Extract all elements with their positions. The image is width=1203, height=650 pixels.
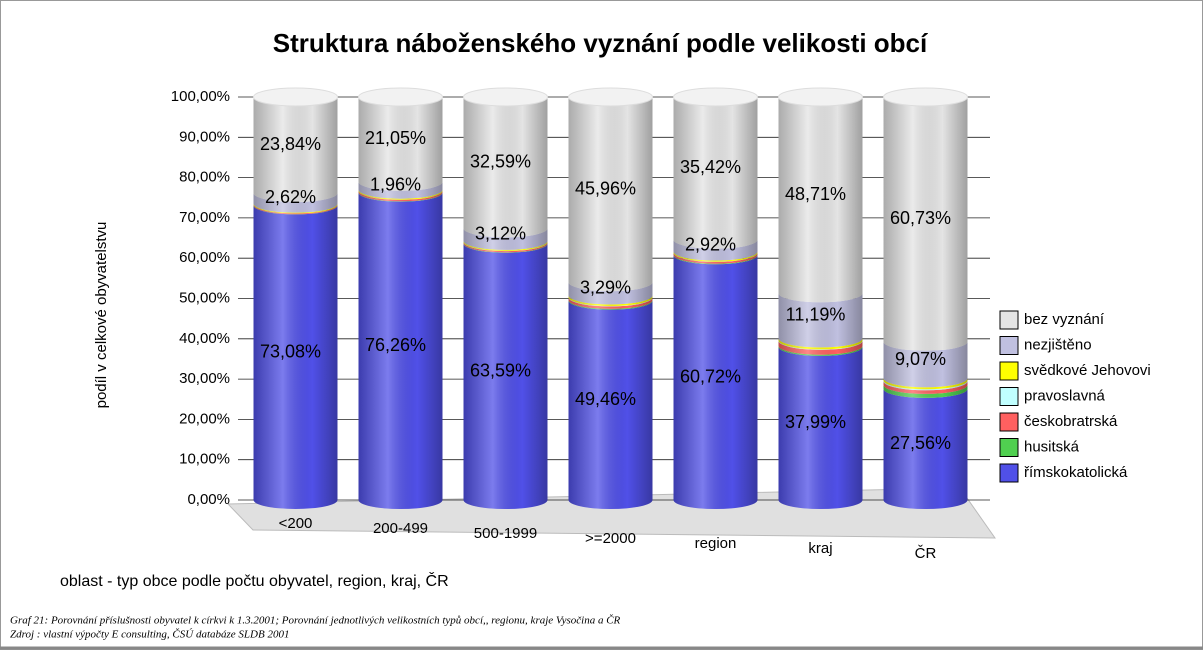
cylinder-shade bbox=[883, 97, 968, 509]
chart-title: Struktura náboženského vyznání podle vel… bbox=[273, 28, 928, 58]
data-label: 76,26% bbox=[365, 335, 426, 355]
legend-label: českobratrská bbox=[1024, 413, 1118, 430]
x-tick-label: <200 bbox=[279, 515, 313, 532]
y-tick-label: 70,00% bbox=[179, 209, 230, 226]
y-tick-label: 10,00% bbox=[179, 451, 230, 468]
legend-swatch bbox=[999, 463, 1019, 483]
data-label: 32,59% bbox=[470, 151, 531, 171]
x-tick-label: >=2000 bbox=[585, 530, 636, 547]
x-tick-label: kraj bbox=[808, 540, 832, 557]
legend-swatch bbox=[999, 310, 1019, 330]
legend-swatch bbox=[999, 438, 1019, 457]
data-label: 1,96% bbox=[370, 175, 421, 195]
y-tick-label: 80,00% bbox=[179, 169, 230, 186]
cylinder-shade bbox=[673, 97, 758, 509]
x-tick-label: region bbox=[695, 535, 737, 552]
data-label: 21,05% bbox=[365, 128, 426, 148]
source: Zdroj : vlastní výpočty E consulting, ČS… bbox=[10, 629, 289, 641]
legend-swatch bbox=[999, 361, 1019, 381]
x-axis-label: oblast - typ obce podle počtu obyvatel, … bbox=[60, 571, 449, 590]
data-label: 37,99% bbox=[785, 412, 846, 432]
data-label: 63,59% bbox=[470, 361, 531, 381]
legend-label: bez vyznání bbox=[1024, 311, 1105, 328]
cylinder-top bbox=[883, 87, 968, 107]
data-label: 3,29% bbox=[580, 278, 631, 298]
data-label: 11,19% bbox=[786, 305, 846, 325]
y-tick-label: 40,00% bbox=[179, 330, 230, 347]
cylinder-top bbox=[253, 87, 338, 107]
legend-label: pravoslavná bbox=[1024, 387, 1106, 404]
data-label: 45,96% bbox=[575, 178, 636, 198]
cylinder-top bbox=[568, 87, 653, 107]
data-label: 23,84% bbox=[260, 134, 321, 154]
y-tick-label: 0,00% bbox=[187, 491, 230, 508]
data-label: 35,42% bbox=[680, 157, 741, 177]
cylinder-shade bbox=[568, 97, 653, 509]
legend-label: husitská bbox=[1024, 438, 1080, 455]
y-tick-label: 100,00% bbox=[171, 88, 230, 105]
y-tick-label: 30,00% bbox=[179, 370, 230, 387]
cylinder-shade bbox=[253, 97, 338, 509]
data-label: 73,08% bbox=[260, 341, 321, 361]
y-tick-label: 50,00% bbox=[179, 289, 230, 306]
y-axis-label: podíl v celkové obyvatelstvu bbox=[93, 222, 110, 409]
y-tick-label: 20,00% bbox=[179, 410, 230, 427]
legend-swatch bbox=[999, 412, 1019, 432]
data-label: 48,71% bbox=[785, 184, 846, 204]
data-label: 2,62% bbox=[265, 187, 316, 207]
cylinder-shade bbox=[358, 97, 443, 509]
cylinder-shade bbox=[463, 97, 548, 509]
legend-swatch bbox=[999, 336, 1019, 355]
legend-swatch bbox=[999, 387, 1019, 406]
data-label: 60,73% bbox=[890, 208, 951, 228]
data-label: 9,07% bbox=[895, 349, 946, 369]
legend-label: nezjištěno bbox=[1024, 336, 1092, 353]
cylinder-top bbox=[358, 87, 443, 107]
y-tick-label: 90,00% bbox=[179, 128, 230, 145]
cylinder-top bbox=[463, 87, 548, 107]
x-tick-label: 200-499 bbox=[373, 520, 428, 537]
data-label: 27,56% bbox=[890, 433, 951, 453]
legend-label: svědkové Jehovovi bbox=[1024, 362, 1151, 379]
data-label: 49,46% bbox=[575, 389, 636, 409]
caption: Graf 21: Porovnání příslušnosti obyvatel… bbox=[10, 615, 621, 627]
data-label: 2,92% bbox=[685, 234, 736, 254]
x-tick-label: ČR bbox=[915, 545, 937, 562]
legend-label: římskokatolická bbox=[1024, 464, 1128, 481]
y-tick-label: 60,00% bbox=[179, 249, 230, 266]
cylinder-top bbox=[778, 87, 863, 107]
x-tick-label: 500-1999 bbox=[474, 525, 537, 542]
cylinder-shade bbox=[778, 97, 863, 509]
cylinder-top bbox=[673, 87, 758, 107]
data-label: 3,12% bbox=[475, 223, 526, 243]
data-label: 60,72% bbox=[680, 366, 741, 386]
